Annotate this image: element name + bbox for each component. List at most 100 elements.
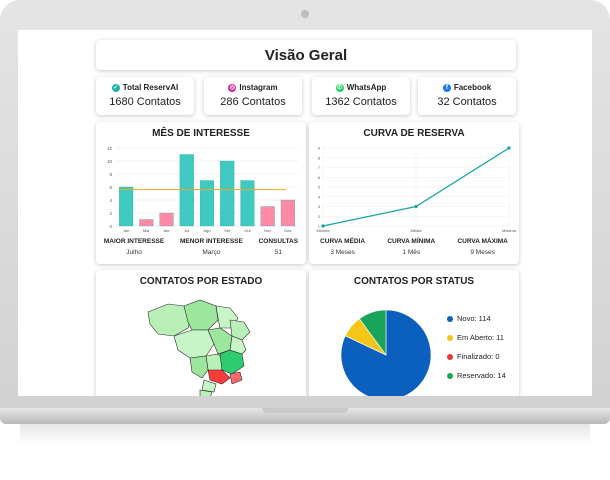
map-region-bahia (229, 335, 247, 355)
y-tick-label: 1 (318, 224, 321, 229)
legend-swatch (447, 353, 453, 360)
bar-Jul (179, 154, 194, 227)
camera-icon (301, 10, 309, 18)
y-tick-label: 6 (109, 185, 112, 190)
legend-item-finalizado: Finalizado: 0 (447, 352, 500, 361)
y-tick-label: 9 (318, 146, 321, 151)
map-region-santa-catarina (199, 389, 213, 396)
legend-label: Reservado: 14 (457, 371, 506, 380)
x-tick-label: Média (411, 228, 423, 233)
stat-value: 1362 Contatos (325, 96, 397, 108)
x-tick-label: Mínima (316, 228, 330, 233)
interest-title: MÊS DE INTERESSE (152, 128, 250, 139)
stat-value: 286 Contatos (220, 96, 286, 108)
page-title-card: Visão Geral (96, 40, 516, 70)
y-tick-label: 2 (109, 211, 112, 216)
bar-Nov (260, 206, 275, 227)
y-tick-label: 8 (318, 155, 321, 160)
stat-value: 32 Contatos (437, 96, 497, 108)
y-tick-label: 4 (318, 194, 321, 199)
bar-Jan (119, 186, 134, 227)
legend-label: Novo: 114 (457, 314, 491, 323)
curve-panel: CURVA DE RESERVA 1 2 3 4 5 6 7 8 9 Mínima Média Máx… (309, 122, 519, 264)
point-Máxima (507, 146, 511, 150)
bar-Ago (199, 180, 215, 227)
y-tick-label: 6 (318, 175, 321, 180)
whatsapp-icon: ✆ (335, 83, 344, 92)
summary-value: Março (202, 249, 221, 256)
laptop-base (0, 408, 610, 424)
page-title: Visão Geral (264, 46, 348, 64)
map-region-mato-grosso-sul (189, 355, 209, 379)
interest-panel: MÊS DE INTERESSE 0 2 4 6 8 10 12 Jan Mar Abr Jul Ag… (96, 122, 306, 264)
summary-value: 9 Meses (470, 249, 495, 256)
interest-summary: MAIOR INTERESSE Julho MENOR INTERESSE Març… (96, 238, 306, 256)
y-tick-label: 7 (318, 165, 321, 170)
summary-key: MAIOR INTERESSE (103, 238, 165, 245)
status-title: CONTATOS POR STATUS (353, 276, 475, 287)
summary-key: CURVA MÁXIMA (457, 238, 508, 245)
x-tick-label: Abr (163, 228, 170, 233)
x-tick-label: Dez (284, 228, 291, 233)
x-tick-label: Nov (264, 228, 271, 233)
y-tick-label: 3 (318, 204, 321, 209)
y-tick-label: 12 (107, 146, 113, 151)
instagram-icon: ◎ (228, 83, 237, 92)
summary-key: MENOR INTERESSE (179, 238, 243, 245)
stat-name: Facebook (453, 83, 492, 92)
facebook-icon: f (442, 83, 451, 92)
map-region-east (229, 319, 251, 341)
y-tick-label: 5 (318, 185, 321, 190)
summary-key: CURVA MÉDIA (320, 238, 366, 245)
x-tick-label: Ago (203, 228, 211, 233)
y-tick-label: 4 (109, 198, 112, 203)
status-panel: CONTATOS POR STATUS Novo: 114 Em Aberto:… (309, 270, 519, 396)
dashboard-screen: Visão Geral ✓ Total ReservAI 1680 Contato… (18, 30, 592, 396)
y-tick-label: 8 (109, 172, 112, 177)
x-tick-label: Jul (184, 228, 189, 233)
y-tick-label: 2 (318, 214, 321, 219)
laptop-shadow (20, 424, 590, 444)
legend-swatch (447, 334, 453, 341)
stat-name: Instagram (239, 83, 278, 92)
bar-Abr (159, 212, 174, 227)
state-title: CONTATOS POR ESTADO (139, 276, 263, 287)
bar-Out (240, 180, 255, 227)
map-region-north-west (147, 303, 193, 337)
legend-swatch (447, 372, 453, 379)
curve-line-chart: 1 2 3 4 5 6 7 8 9 Mínima Média Máxima (316, 146, 517, 234)
x-tick-label: Out (244, 228, 251, 233)
bar-Set (220, 160, 235, 227)
stat-card-reservai[interactable]: ✓ Total ReservAI 1680 Contatos (96, 77, 194, 115)
map-region-center-west (173, 329, 215, 359)
summary-value: 1 Mês (402, 249, 421, 256)
state-panel: CONTATOS POR ESTADO (96, 270, 306, 396)
x-tick-label: Máxima (502, 228, 517, 233)
x-tick-label: Set (224, 228, 231, 233)
stat-name: WhatsApp (346, 83, 387, 92)
map-region-north (183, 299, 219, 331)
status-pie-chart (340, 309, 432, 396)
point-Mínima (321, 224, 325, 228)
curve-summary: CURVA MÉDIA 3 Meses CURVA MÍNIMA 1 Mês CUR… (309, 238, 519, 256)
legend-label: Em Aberto: 11 (457, 333, 504, 342)
y-tick-label: 0 (109, 224, 112, 229)
stat-card-whatsapp[interactable]: ✆ WhatsApp 1362 Contatos (312, 77, 410, 115)
stat-name: Total ReservAI (122, 83, 179, 92)
summary-value: 3 Meses (330, 249, 355, 256)
reservai-icon: ✓ (111, 83, 120, 92)
x-tick-label: Jan (123, 228, 129, 233)
legend-swatch (447, 315, 453, 322)
point-Média (414, 204, 418, 209)
brazil-map[interactable] (96, 292, 306, 396)
pie-slice-reservado (358, 309, 387, 356)
legend-item-em-aberto: Em Aberto: 11 (447, 333, 504, 342)
bar-Dez (280, 199, 295, 227)
summary-value: Julho (126, 249, 142, 256)
stat-card-instagram[interactable]: ◎ Instagram 286 Contatos (204, 77, 302, 115)
summary-key: CURVA MÍNIMA (387, 238, 436, 245)
legend-item-reservado: Reservado: 14 (447, 371, 506, 380)
stat-card-facebook[interactable]: f Facebook 32 Contatos (418, 77, 516, 115)
x-tick-label: Mar (143, 228, 151, 233)
stat-value: 1680 Contatos (109, 96, 181, 108)
